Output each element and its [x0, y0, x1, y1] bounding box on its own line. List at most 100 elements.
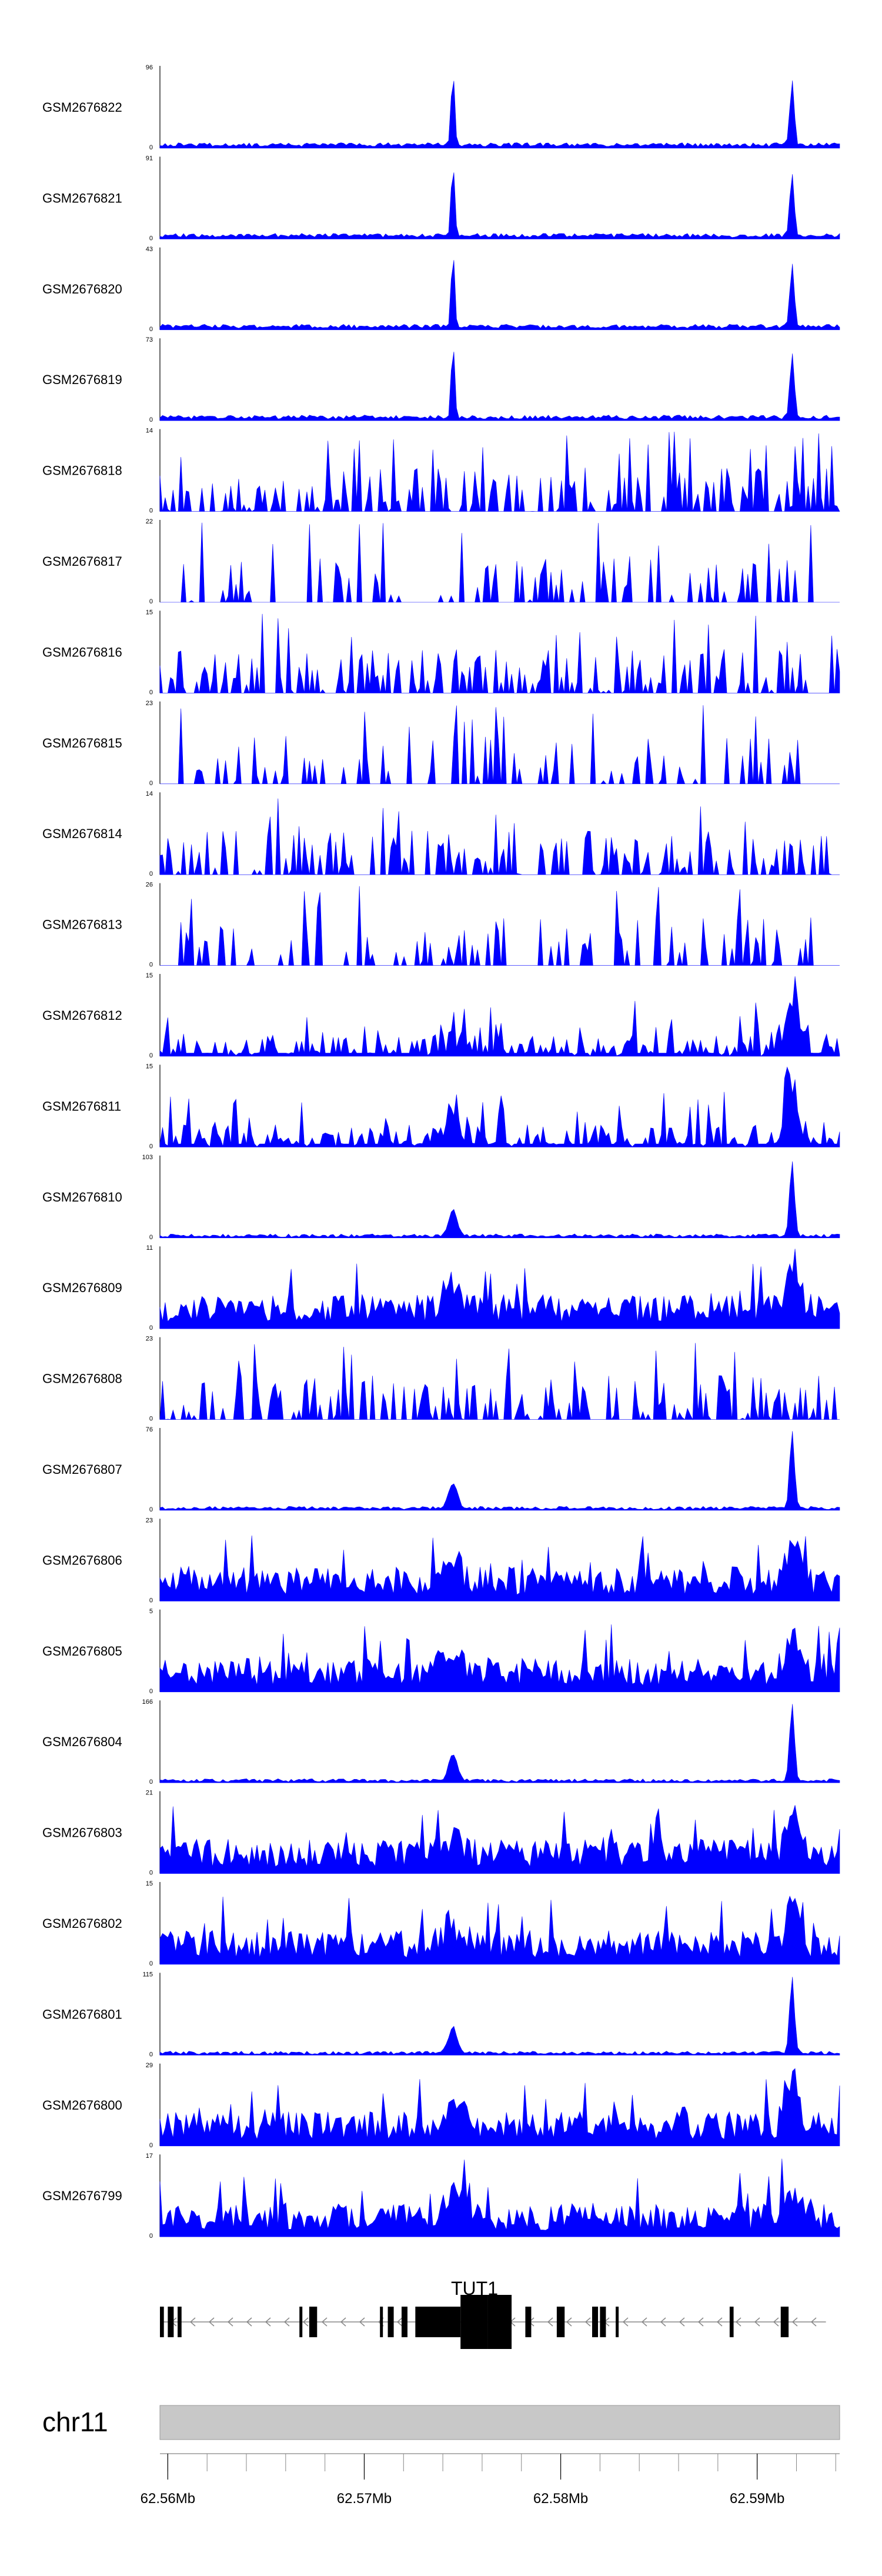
signal-area [159, 798, 840, 876]
track-GSM2676807: GSM2676807 76 0 [42, 1426, 840, 1513]
track-label: GSM2676809 [42, 1280, 122, 1295]
track-label: GSM2676803 [42, 1826, 122, 1840]
track-ymin-label: 0 [149, 144, 153, 151]
signal-area [159, 80, 840, 149]
track-ymin-label: 0 [149, 598, 153, 605]
track-label: GSM2676812 [42, 1008, 122, 1023]
track-label: GSM2676821 [42, 191, 122, 205]
track-label: GSM2676808 [42, 1372, 122, 1386]
strand-arrow [584, 2317, 591, 2327]
signal-area [159, 172, 840, 239]
track-label: GSM2676819 [42, 372, 122, 387]
track-ymax-label: 23 [146, 700, 153, 707]
signal-area [159, 1066, 840, 1147]
track-label: GSM2676813 [42, 917, 122, 932]
track-label: GSM2676801 [42, 2007, 122, 2021]
track-ymin-label: 0 [149, 1324, 153, 1332]
strand-arrow [246, 2317, 252, 2327]
signal-area [159, 1161, 840, 1239]
strand-arrow [265, 2317, 271, 2327]
track-ymax-label: 5 [149, 1608, 153, 1615]
strand-arrow [679, 2317, 685, 2327]
track-ymax-label: 14 [146, 790, 153, 798]
track-ymin-label: 0 [149, 780, 153, 787]
signal-area [159, 976, 840, 1057]
track-ymax-label: 14 [146, 428, 153, 435]
track-ymax-label: 73 [146, 336, 153, 343]
signal-area [159, 1624, 840, 1693]
signal-area [159, 1535, 840, 1601]
strand-arrow [227, 2317, 233, 2327]
strand-arrow [697, 2317, 704, 2327]
signal-area [159, 1805, 840, 1874]
track-GSM2676809: GSM2676809 11 0 [42, 1244, 840, 1332]
genome-coordinate-axis: 62.56Mb 62.57Mb 62.58Mb 62.59Mb [141, 2453, 840, 2507]
track-ymax-label: 115 [142, 1971, 153, 1978]
strand-arrow [660, 2317, 666, 2327]
exon-block [178, 2307, 182, 2337]
track-ymax-label: 11 [146, 1244, 153, 1252]
signal-area [160, 705, 840, 785]
track-label: GSM2676805 [42, 1644, 122, 1659]
exon-block [380, 2307, 383, 2337]
track-GSM2676815: GSM2676815 23 0 [42, 700, 840, 787]
track-GSM2676802: GSM2676802 15 0 [42, 1880, 840, 1967]
track-GSM2676821: GSM2676821 91 0 [42, 155, 840, 242]
track-ymin-label: 0 [149, 326, 153, 333]
track-GSM2676818: GSM2676818 14 0 [42, 428, 840, 515]
track-label: GSM2676807 [42, 1462, 122, 1477]
exon-block [556, 2307, 565, 2337]
track-ymin-label: 0 [149, 689, 153, 696]
track-GSM2676808: GSM2676808 23 0 [42, 1336, 840, 1423]
track-ymax-label: 166 [142, 1699, 153, 1706]
track-label: GSM2676816 [42, 645, 122, 659]
strand-arrow [547, 2317, 553, 2327]
strand-arrow [302, 2317, 309, 2327]
strand-arrow [396, 2317, 403, 2327]
strand-arrow [321, 2317, 328, 2327]
exon-block [592, 2307, 599, 2337]
track-GSM2676819: GSM2676819 73 0 [42, 336, 840, 423]
signal-area [159, 1704, 840, 1783]
track-ymax-label: 15 [146, 1063, 153, 1070]
track-GSM2676805: GSM2676805 5 0 [42, 1608, 840, 1695]
strand-arrow [283, 2317, 290, 2327]
signal-area [159, 1249, 840, 1329]
track-label: GSM2676818 [42, 463, 122, 478]
strand-arrow [773, 2317, 779, 2327]
strand-arrow [716, 2317, 723, 2327]
track-GSM2676799: GSM2676799 17 0 [42, 2153, 840, 2240]
signal-area [159, 1896, 840, 1965]
track-ymax-label: 21 [146, 1790, 153, 1797]
strand-arrow [735, 2317, 741, 2327]
exon-block [309, 2307, 318, 2337]
track-ymax-label: 17 [146, 2153, 153, 2160]
track-label: GSM2676820 [42, 282, 122, 296]
signal-area [159, 1343, 840, 1420]
track-ymax-label: 96 [146, 64, 153, 71]
track-GSM2676820: GSM2676820 43 0 [42, 246, 840, 333]
track-label: GSM2676815 [42, 736, 122, 750]
track-GSM2676803: GSM2676803 21 0 [42, 1790, 840, 1877]
track-label: GSM2676806 [42, 1553, 122, 1567]
strand-arrow [754, 2317, 760, 2327]
strand-arrow [641, 2317, 647, 2327]
track-label: GSM2676802 [42, 1916, 122, 1931]
exon-block [160, 2307, 164, 2337]
track-ymin-label: 0 [149, 1778, 153, 1786]
track-GSM2676811: GSM2676811 15 0 [42, 1063, 840, 1150]
track-GSM2676806: GSM2676806 23 0 [42, 1517, 840, 1604]
strand-arrow [791, 2317, 798, 2327]
track-GSM2676810: GSM2676810 103 0 [42, 1154, 840, 1241]
track-label: GSM2676810 [42, 1190, 122, 1204]
track-label: GSM2676804 [42, 1734, 122, 1749]
exon-block [299, 2307, 303, 2337]
track-ymax-label: 23 [146, 1336, 153, 1343]
track-ymin-label: 0 [149, 1597, 153, 1604]
gene-model-track: TUT1 [160, 2278, 826, 2349]
x-tick-label: 62.59Mb [730, 2491, 784, 2507]
track-ymin-label: 0 [149, 1143, 153, 1150]
track-ymin-label: 0 [149, 870, 153, 877]
signal-area [159, 260, 840, 331]
signal-area [159, 432, 840, 512]
